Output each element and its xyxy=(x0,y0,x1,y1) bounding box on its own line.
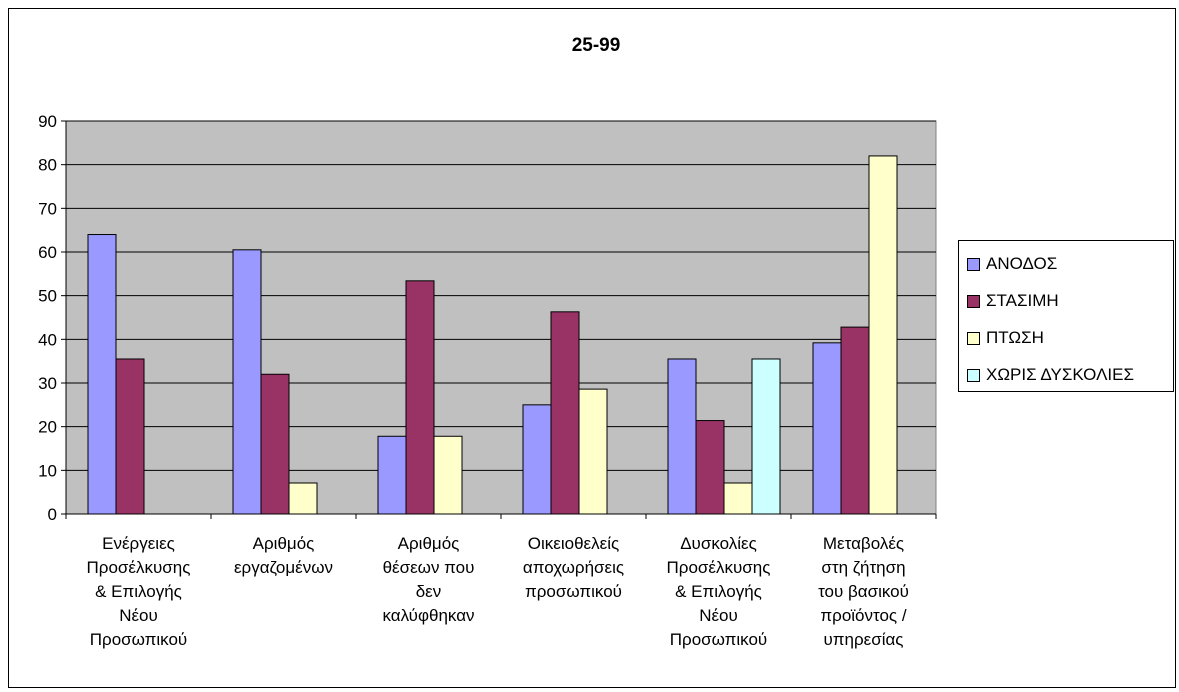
bar-ΑΝΟΔΟΣ xyxy=(377,435,407,515)
bar-ΠΤΩΣΗ xyxy=(723,482,753,515)
chart-title: 25-99 xyxy=(572,35,621,56)
bar-ΑΝΟΔΟΣ xyxy=(522,404,552,515)
bar-ΑΝΟΔΟΣ xyxy=(232,249,262,515)
y-tick-label: 90 xyxy=(38,112,57,131)
bar-ΑΝΟΔΟΣ xyxy=(667,358,697,515)
legend-item: ΣΤΑΣΙΜΗ xyxy=(967,290,1059,312)
bar-ΣΤΑΣΙΜΗ xyxy=(840,326,870,515)
legend: ΑΝΟΔΟΣ ΣΤΑΣΙΜΗ ΠΤΩΣΗ ΧΩΡΙΣ ΔΥΣΚΟΛΙΕΣ xyxy=(958,240,1174,392)
x-tick-label: Οικειοθελείς αποχωρήσεις προσωπικού xyxy=(523,534,624,601)
legend-label: ΠΤΩΣΗ xyxy=(986,328,1044,347)
bar-ΣΤΑΣΙΜΗ xyxy=(405,280,435,515)
bar-ΣΤΑΣΙΜΗ xyxy=(550,311,580,515)
x-tick-label: Μεταβολές στη ζήτηση του βασικού προϊόντος … xyxy=(818,534,909,649)
x-tick-label: Ενέργειες Προσέλκυσης & Επιλογής Νέου Προσωπ… xyxy=(87,534,191,649)
bar-ΠΤΩΣΗ xyxy=(288,482,318,515)
legend-swatch xyxy=(967,331,980,345)
y-tick-label: 40 xyxy=(38,330,57,349)
y-tick-label: 20 xyxy=(38,418,57,437)
y-tick-label: 60 xyxy=(38,243,57,262)
legend-label: ΣΤΑΣΙΜΗ xyxy=(986,291,1059,310)
x-tick-label: Αριθμός εργαζομένων xyxy=(234,534,333,577)
legend-label: ΑΝΟΔΟΣ xyxy=(986,254,1058,273)
y-tick-label: 30 xyxy=(38,374,57,393)
bar-ΧΩΡΙΣ ΔΥΣΚΟΛΙΕΣ xyxy=(751,358,781,515)
bar-ΑΝΟΔΟΣ xyxy=(812,342,842,515)
bar-ΠΤΩΣΗ xyxy=(578,388,608,515)
bar-ΠΤΩΣΗ xyxy=(868,155,898,515)
legend-swatch xyxy=(967,368,980,382)
legend-item: ΑΝΟΔΟΣ xyxy=(967,253,1057,275)
bar-ΣΤΑΣΙΜΗ xyxy=(695,420,725,515)
bar-ΑΝΟΔΟΣ xyxy=(87,234,117,515)
bar-ΣΤΑΣΙΜΗ xyxy=(260,373,290,515)
legend-swatch xyxy=(967,257,980,271)
y-tick-label: 10 xyxy=(38,461,57,480)
bar-ΣΤΑΣΙΜΗ xyxy=(115,358,145,515)
x-tick-label: Αριθμός θέσεων που δεν καλύφθηκαν xyxy=(382,534,474,625)
y-tick-label: 80 xyxy=(38,156,57,175)
legend-swatch xyxy=(967,294,980,308)
y-tick-label: 70 xyxy=(38,199,57,218)
y-tick-label: 0 xyxy=(48,505,57,524)
x-tick-label: Δυσκολίες Προσέλκυσης & Επιλογής Νέου Προσωπ… xyxy=(667,534,771,649)
legend-item: ΧΩΡΙΣ ΔΥΣΚΟΛΙΕΣ xyxy=(967,364,1134,386)
legend-label: ΧΩΡΙΣ ΔΥΣΚΟΛΙΕΣ xyxy=(986,365,1135,384)
y-tick-label: 50 xyxy=(38,287,57,306)
plot-area xyxy=(65,120,937,515)
bar-ΠΤΩΣΗ xyxy=(433,435,463,515)
legend-item: ΠΤΩΣΗ xyxy=(967,327,1044,349)
